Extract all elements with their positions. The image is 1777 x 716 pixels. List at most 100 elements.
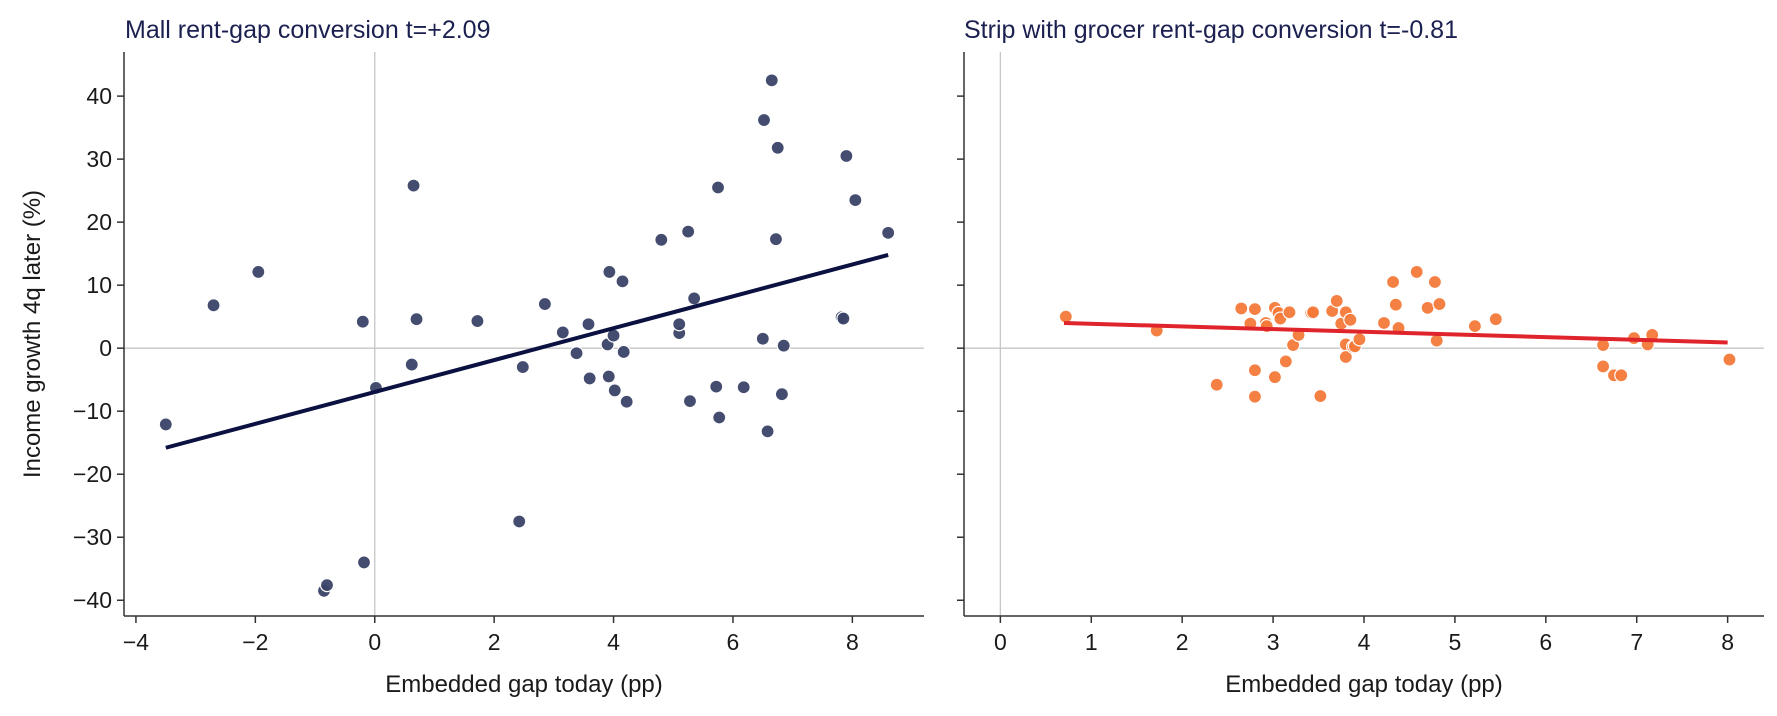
data-point (1313, 388, 1328, 404)
data-point (251, 264, 266, 280)
data-point (1409, 264, 1424, 280)
data-point (206, 298, 221, 313)
x-tick-label: 3 (1267, 629, 1280, 655)
data-point (569, 346, 584, 361)
data-point (672, 317, 687, 332)
data-point (710, 180, 726, 195)
x-tick-label: 8 (846, 629, 859, 655)
fit-line (165, 252, 889, 450)
x-axis-label: Embedded gap today (pp) (385, 671, 663, 698)
data-point (602, 264, 617, 280)
data-point (756, 112, 772, 128)
data-point (1427, 274, 1443, 290)
x-tick-label: 8 (1721, 629, 1734, 655)
data-point (1247, 363, 1263, 378)
data-point (1722, 352, 1737, 367)
data-point (839, 148, 854, 164)
data-point (512, 514, 527, 529)
data-point (1467, 319, 1483, 334)
data-point (687, 291, 702, 306)
data-point (515, 359, 530, 375)
data-point (1595, 359, 1611, 374)
y-tick-label: −40 (73, 587, 112, 613)
data-point (776, 338, 791, 353)
y-axis-label: Income growth 4q later (%) (19, 190, 46, 478)
data-point (601, 369, 616, 384)
data-point (409, 312, 424, 327)
strip-panel-title: Strip with grocer rent-gap conversion t=… (964, 16, 1458, 44)
data-point (1385, 274, 1401, 290)
y-tick-label: −10 (73, 398, 112, 424)
data-point (1376, 315, 1392, 331)
data-point (1234, 301, 1249, 316)
data-point (1352, 332, 1367, 347)
data-point (764, 73, 779, 88)
data-point (616, 344, 631, 360)
data-point (682, 394, 698, 409)
x-tick-label: 5 (1449, 629, 1462, 655)
x-tick-label: 7 (1630, 629, 1643, 655)
data-point (1209, 377, 1224, 392)
data-point (470, 313, 485, 329)
data-point (537, 296, 552, 312)
data-point (356, 555, 372, 570)
data-point (1338, 349, 1353, 365)
x-tick-label: 2 (488, 629, 501, 655)
data-point (355, 314, 370, 329)
data-point (1247, 302, 1263, 317)
data-point (404, 357, 419, 372)
data-point (1247, 389, 1263, 404)
data-point (1278, 354, 1293, 369)
data-point (1305, 305, 1321, 320)
data-point (615, 274, 630, 289)
data-point (755, 331, 770, 346)
data-point (654, 232, 669, 247)
data-point (848, 192, 863, 208)
x-tick-label: 6 (727, 629, 740, 655)
data-point (1388, 297, 1403, 312)
y-tick-label: 20 (86, 209, 112, 235)
x-tick-label: 6 (1539, 629, 1552, 655)
data-point (555, 325, 570, 340)
y-tick-label: −20 (73, 461, 112, 487)
data-point (607, 383, 622, 398)
data-point (582, 371, 597, 386)
x-tick-label: 1 (1085, 629, 1098, 655)
data-point (406, 178, 421, 193)
data-point (1432, 296, 1447, 312)
data-point (158, 417, 173, 432)
fit-line (1063, 320, 1728, 345)
data-point (768, 232, 784, 247)
data-point (760, 424, 775, 439)
x-tick-label: −2 (242, 629, 268, 655)
data-point (770, 140, 785, 155)
data-point (736, 380, 751, 395)
y-tick-label: 10 (86, 272, 112, 298)
y-tick-label: 30 (86, 146, 112, 172)
x-tick-label: 4 (607, 629, 620, 655)
x-tick-label: 2 (1176, 629, 1189, 655)
data-point (881, 225, 896, 240)
data-point (1343, 312, 1358, 327)
x-tick-label: 0 (368, 629, 381, 655)
mall-panel-title: Mall rent-gap conversion t=+2.09 (125, 16, 491, 44)
y-tick-label: 40 (86, 83, 112, 109)
data-point (1329, 293, 1344, 309)
data-point (1267, 370, 1283, 385)
x-axis-label: Embedded gap today (pp) (1225, 671, 1503, 698)
strip-with-grocer-panel: Strip with grocer rent-gap conversion t=… (957, 16, 1764, 698)
x-tick-label: −4 (123, 629, 149, 655)
data-point (1420, 300, 1435, 315)
data-point (581, 317, 596, 332)
data-point (712, 410, 727, 425)
y-tick-label: −30 (73, 524, 112, 550)
x-tick-label: 0 (994, 629, 1007, 655)
data-point (1282, 305, 1297, 320)
data-point (709, 379, 724, 394)
data-point (1488, 312, 1503, 327)
mall-panel: Mall rent-gap conversion t=+2.09 −4 −2 0 2 4… (19, 16, 924, 698)
data-point (319, 578, 335, 593)
x-tick-label: 4 (1358, 629, 1371, 655)
data-point (619, 394, 634, 409)
